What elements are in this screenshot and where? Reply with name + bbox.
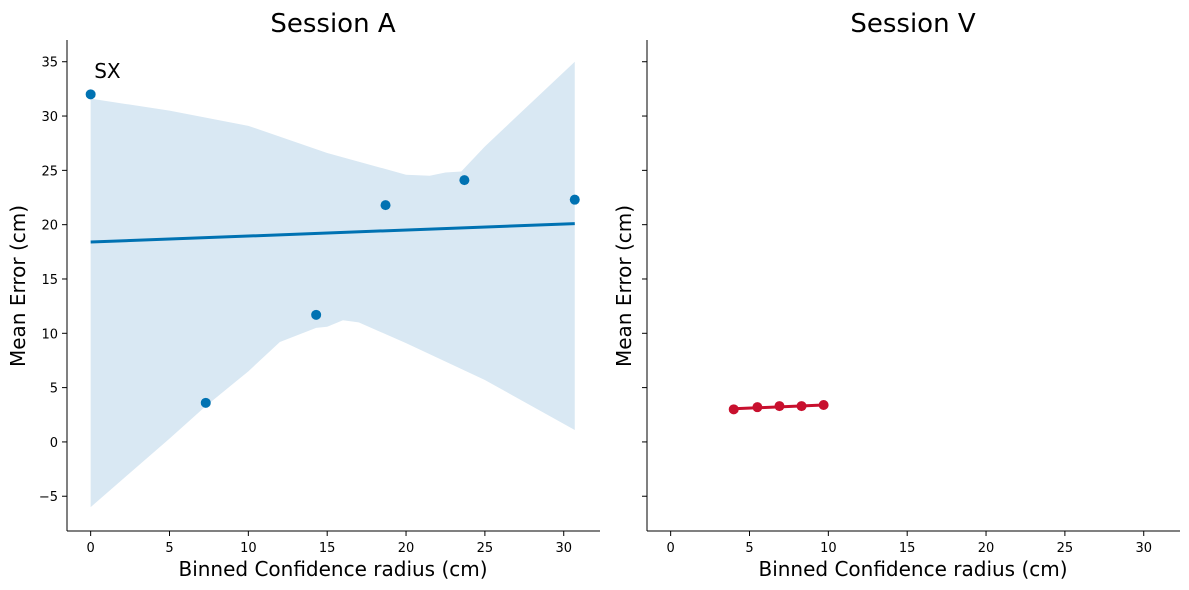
x-tick-label: 10	[240, 541, 257, 556]
x-tick-label: 25	[477, 541, 494, 556]
y-tick-label: 20	[41, 219, 58, 234]
data-point	[459, 175, 470, 186]
chart-title: Session A	[270, 9, 395, 39]
x-tick-label: 5	[745, 541, 753, 556]
confidence-band	[90, 61, 575, 508]
chart-panel-session-a: Session A Binned Confidence radius (cm) …	[6, 9, 600, 581]
data-point	[818, 399, 829, 410]
chart-panel-session-v: Session V Binned Confidence radius (cm) …	[612, 9, 1180, 581]
y-tick-label: 25	[41, 164, 58, 179]
x-tick-label: 20	[398, 541, 415, 556]
data-point	[774, 401, 785, 412]
x-axis-label: Binned Confidence radius (cm)	[178, 557, 487, 581]
data-point	[85, 89, 96, 100]
x-tick-label: 15	[899, 541, 916, 556]
data-point	[796, 401, 807, 412]
regression-line	[90, 222, 575, 244]
x-tick-label: 10	[820, 541, 837, 556]
y-tick-label: −5	[39, 490, 58, 505]
data-point	[728, 404, 739, 415]
y-tick-label: 30	[41, 110, 58, 125]
x-tick-label: 5	[165, 541, 173, 556]
data-point	[569, 194, 580, 205]
x-tick-label: 25	[1057, 541, 1074, 556]
x-tick-label: 15	[319, 541, 336, 556]
y-tick-label: 35	[41, 56, 58, 71]
y-tick-label: 0	[50, 436, 58, 451]
y-axis-label: Mean Error (cm)	[612, 205, 636, 367]
x-tick-label: 0	[667, 541, 675, 556]
data-point	[752, 402, 763, 413]
y-axis-label: Mean Error (cm)	[6, 205, 30, 367]
x-axis-label: Binned Confidence radius (cm)	[758, 557, 1067, 581]
y-tick-label: 10	[41, 327, 58, 342]
y-tick-label: 15	[41, 273, 58, 288]
x-tick-label: 20	[978, 541, 995, 556]
data-point	[200, 397, 211, 408]
data-point	[380, 200, 391, 211]
chart-title: Session V	[850, 9, 975, 39]
data-point	[311, 309, 322, 320]
x-tick-label: 30	[555, 541, 572, 556]
annotation-label: SX	[94, 59, 121, 83]
x-tick-label: 30	[1135, 541, 1152, 556]
y-tick-label: 5	[50, 382, 58, 397]
x-tick-label: 0	[87, 541, 95, 556]
